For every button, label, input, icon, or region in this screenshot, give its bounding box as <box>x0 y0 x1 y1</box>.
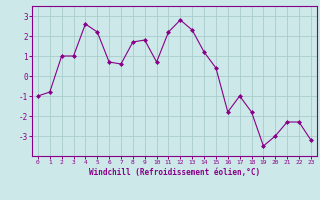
X-axis label: Windchill (Refroidissement éolien,°C): Windchill (Refroidissement éolien,°C) <box>89 168 260 177</box>
